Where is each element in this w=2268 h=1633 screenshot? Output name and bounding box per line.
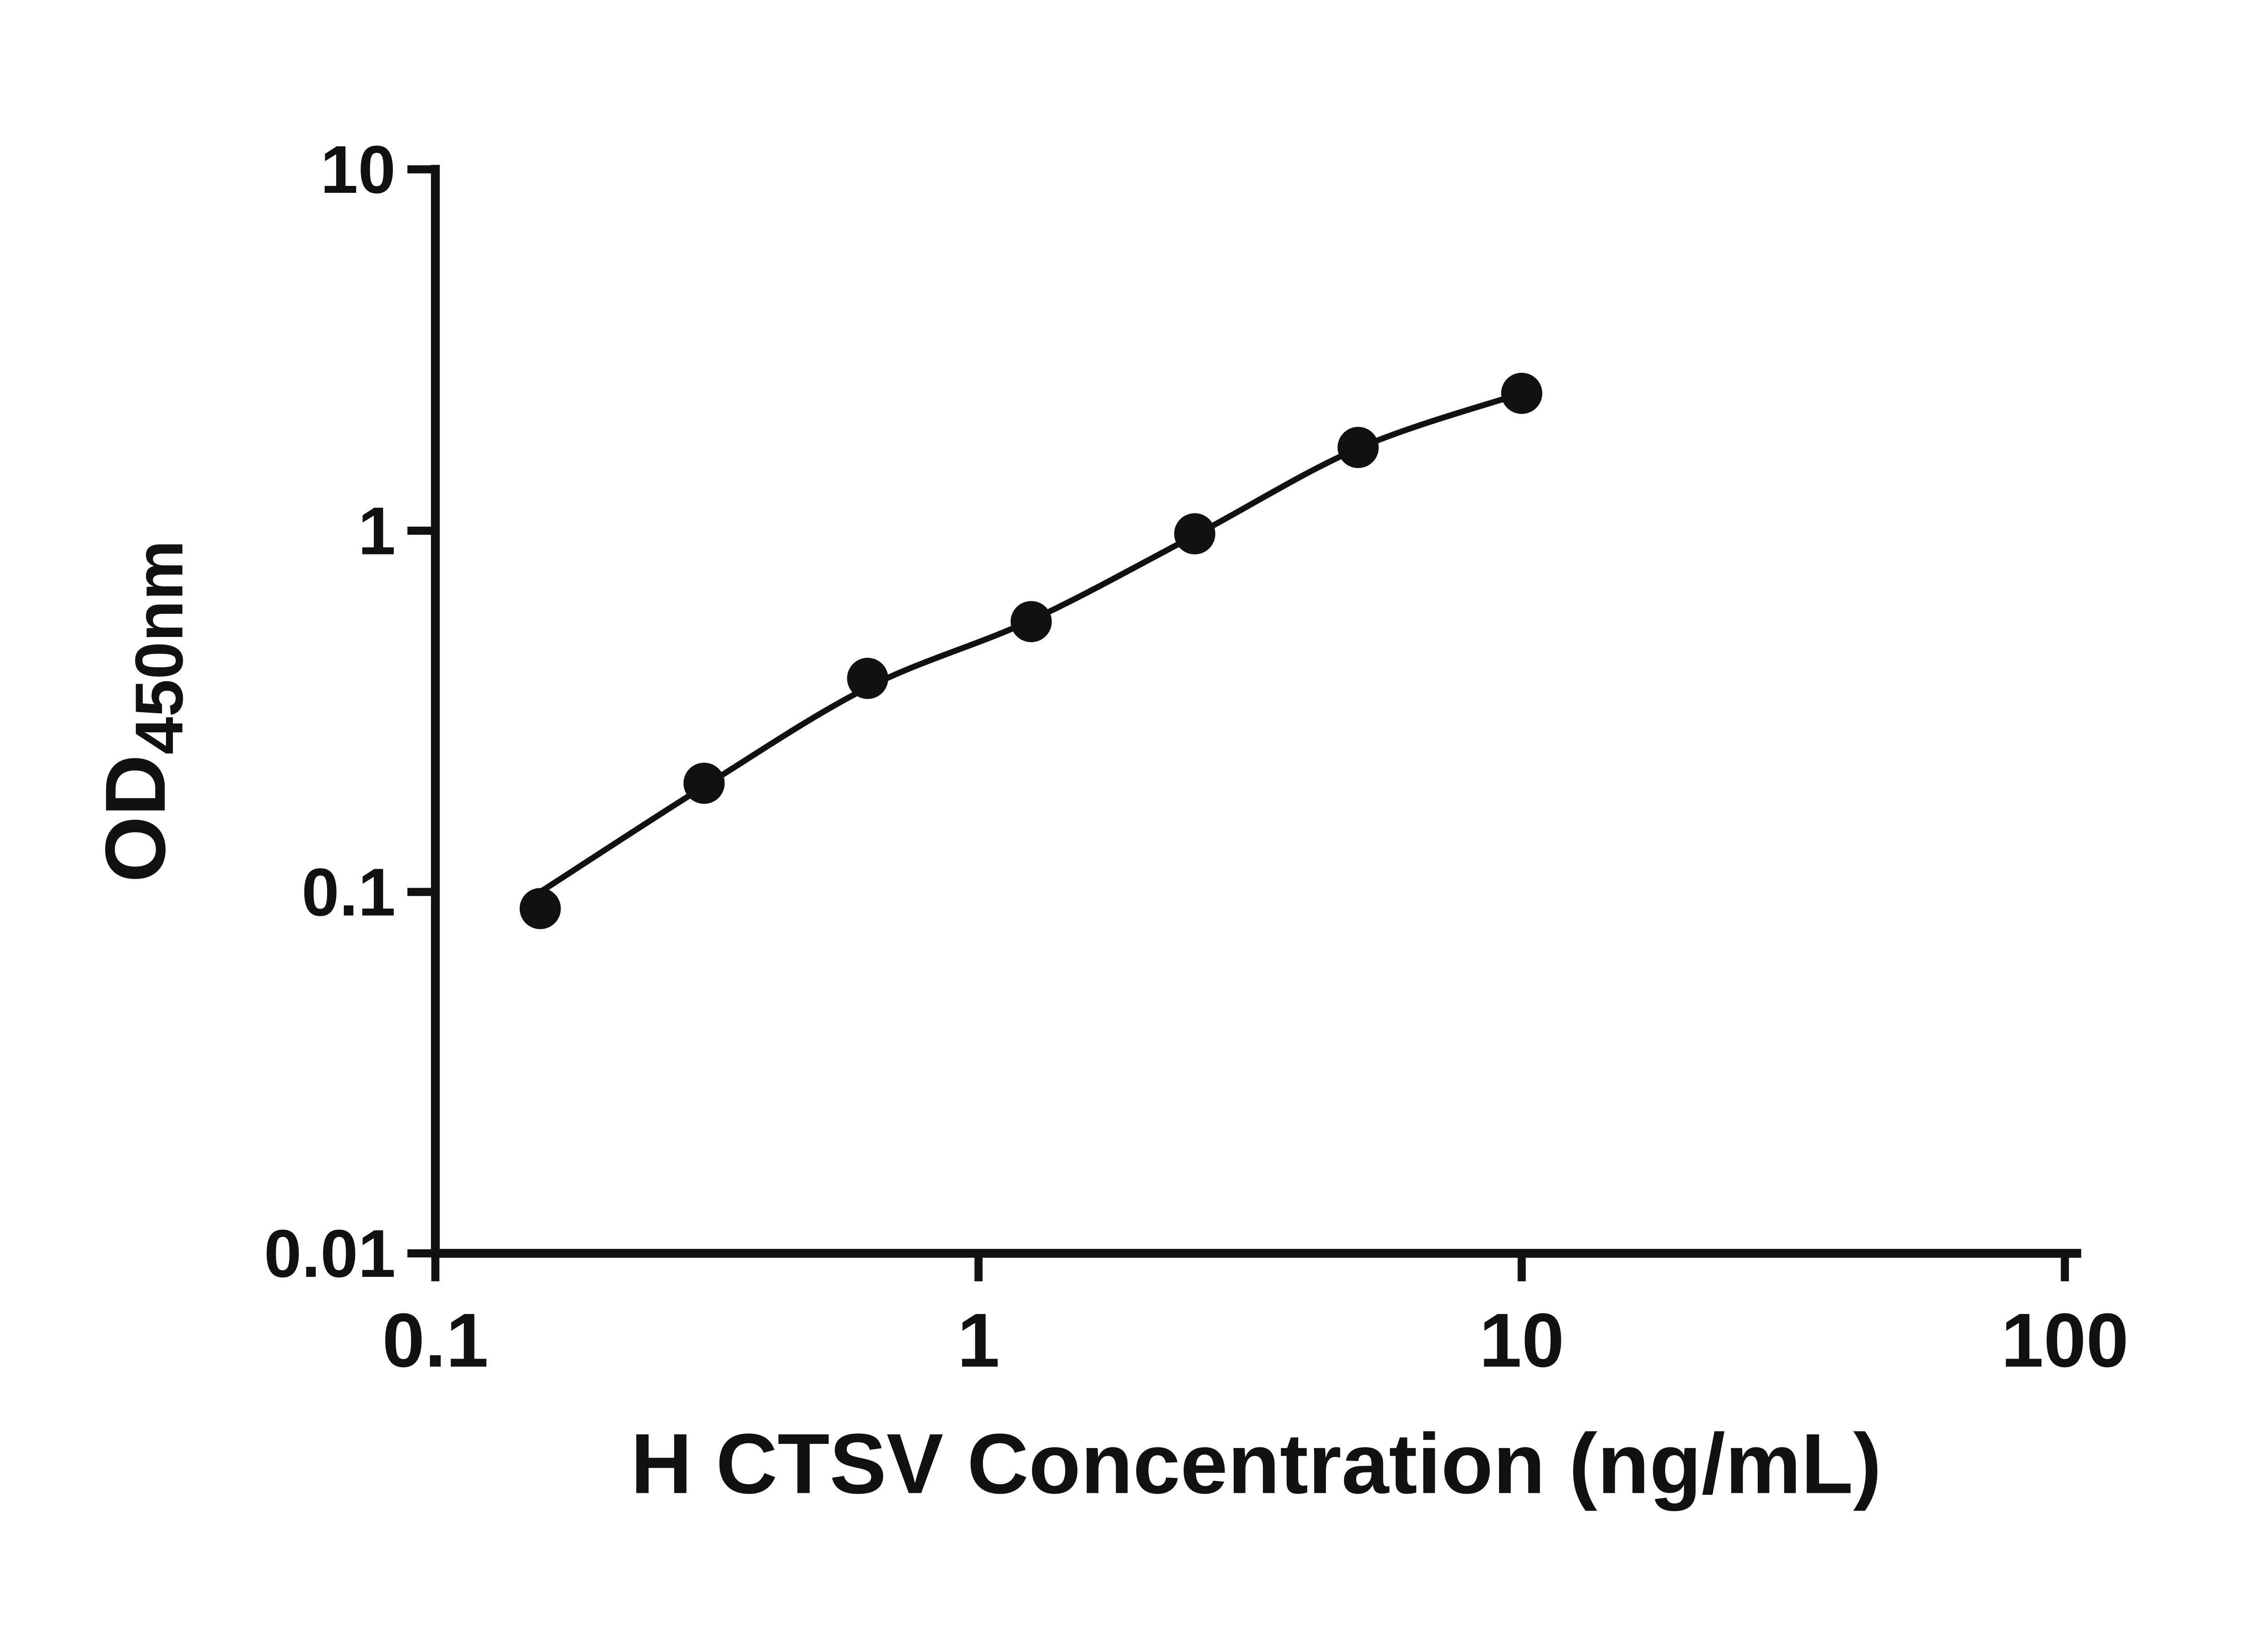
y-tick-label: 1: [358, 493, 396, 569]
y-axis-title: OD450nm: [88, 540, 197, 883]
data-point: [519, 888, 561, 929]
x-tick-label: 0.1: [382, 1297, 489, 1383]
data-point: [1174, 513, 1216, 555]
y-tick-label: 0.01: [264, 1216, 396, 1291]
fit-curve: [537, 390, 1525, 895]
y-tick-label: 10: [320, 132, 396, 207]
data-point: [1337, 427, 1379, 468]
data-point: [847, 658, 889, 699]
x-tick-label: 10: [1479, 1297, 1564, 1383]
x-tick-label: 100: [2001, 1297, 2129, 1383]
data-point: [1501, 372, 1543, 414]
y-tick-label: 0.1: [302, 854, 396, 930]
data-point: [1010, 601, 1052, 642]
data-point: [683, 763, 725, 804]
x-axis-title: H CTSV Concentration (ng/mL): [631, 1416, 1882, 1511]
x-tick-label: 1: [957, 1297, 1000, 1383]
